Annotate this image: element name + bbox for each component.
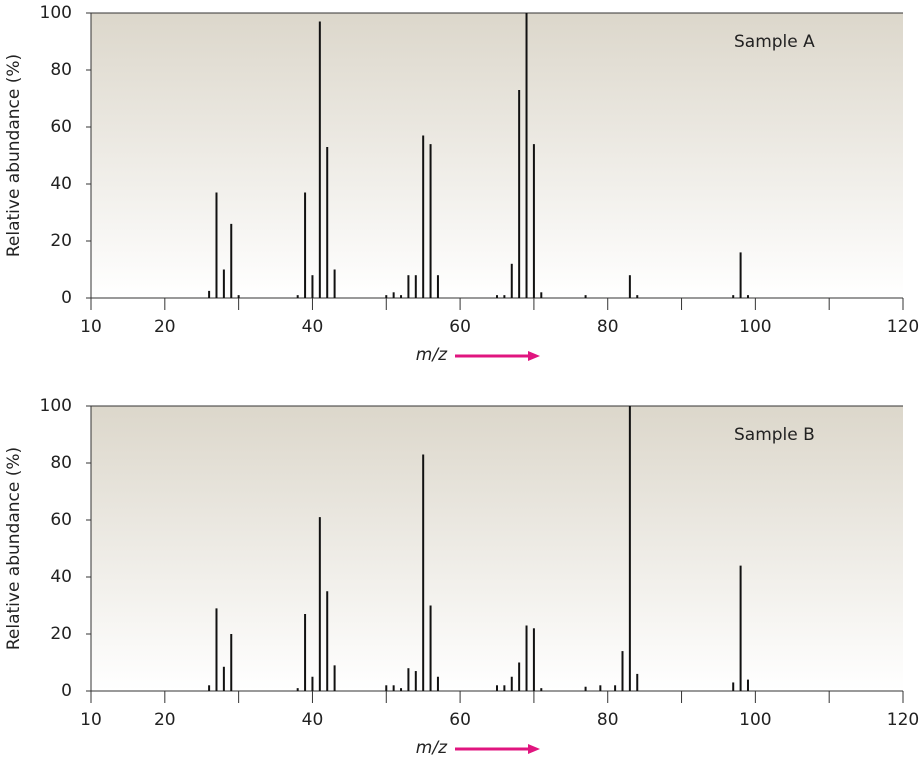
y-tick-label: 60 <box>50 510 72 530</box>
y-tick-label: 80 <box>50 453 72 473</box>
y-tick-label: 20 <box>50 624 72 644</box>
x-tick-label: 10 <box>80 317 102 337</box>
y-tick-label: 60 <box>50 117 72 137</box>
plot-background <box>91 13 903 298</box>
x-tick-label: 120 <box>887 317 919 337</box>
x-axis-title: m/z <box>416 738 448 758</box>
x-tick-label: 100 <box>739 317 771 337</box>
y-tick-label: 40 <box>50 174 72 194</box>
x-tick-label: 120 <box>887 710 919 730</box>
panel: 0 20 40 60 80 100 10 20 40 60 80 100 120 Sample B Rela… <box>4 396 919 758</box>
y-tick-label: 20 <box>50 231 72 251</box>
x-tick-label: 20 <box>154 710 176 730</box>
sample-label: Sample A <box>734 32 815 52</box>
x-tick-label: 80 <box>597 317 619 337</box>
y-axis-title: Relative abundance (%) <box>4 447 24 650</box>
y-tick-label: 100 <box>40 3 72 23</box>
y-tick-label: 100 <box>40 396 72 416</box>
arrow-head <box>528 351 540 361</box>
y-tick-label: 0 <box>61 288 72 308</box>
x-axis-title: m/z <box>416 345 448 365</box>
arrow-head <box>528 744 540 754</box>
x-tick-label: 100 <box>739 710 771 730</box>
x-tick-label: 60 <box>449 317 471 337</box>
y-tick-label: 80 <box>50 60 72 80</box>
x-tick-label: 60 <box>449 710 471 730</box>
x-tick-label: 40 <box>302 710 324 730</box>
plot-background <box>91 406 903 691</box>
y-axis-title: Relative abundance (%) <box>4 54 24 257</box>
x-tick-label: 80 <box>597 710 619 730</box>
panel: 0 20 40 60 80 100 10 20 40 60 80 100 120 Sample A Rela… <box>4 3 919 365</box>
y-tick-label: 40 <box>50 567 72 587</box>
x-tick-label: 40 <box>302 317 324 337</box>
x-tick-label: 10 <box>80 710 102 730</box>
y-tick-label: 0 <box>61 681 72 701</box>
sample-label: Sample B <box>734 425 815 445</box>
x-tick-label: 20 <box>154 317 176 337</box>
